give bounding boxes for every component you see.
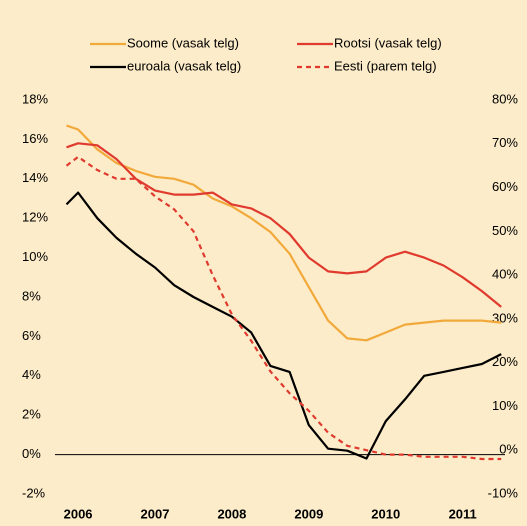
x-tick-label: 2007 (141, 506, 170, 521)
y-tick-label: -2% (22, 485, 46, 500)
y-tick-label: 8% (22, 288, 41, 303)
legend-label: Soome (vasak telg) (127, 35, 239, 50)
y-tick-label: 12% (22, 210, 48, 225)
x-tick-label: 2010 (371, 506, 400, 521)
y-tick-label: 2% (22, 407, 41, 422)
y2-tick-label: 0% (499, 442, 518, 457)
y-tick-label: 10% (22, 249, 48, 264)
y2-tick-label: 50% (492, 223, 518, 238)
x-tick-label: 2008 (217, 506, 246, 521)
x-tick-label: 2009 (294, 506, 323, 521)
y2-tick-label: 10% (492, 398, 518, 413)
y-tick-label: 14% (22, 170, 48, 185)
legend-label: Eesti (parem telg) (334, 58, 437, 73)
y2-tick-label: 70% (492, 135, 518, 150)
y2-tick-label: 40% (492, 267, 518, 282)
y-tick-label: 16% (22, 131, 48, 146)
y2-tick-label: 20% (492, 354, 518, 369)
y2-tick-label: 60% (492, 179, 518, 194)
x-tick-label: 2006 (64, 506, 93, 521)
series-line (66, 124, 502, 342)
series-line (65, 191, 502, 460)
y-tick-label: 0% (22, 446, 41, 461)
y-tick-label: 4% (22, 367, 41, 382)
series-line (66, 142, 502, 308)
y2-tick-label: 80% (492, 91, 518, 106)
legend-label: euroala (vasak telg) (127, 58, 241, 73)
x-tick-label: 2011 (449, 506, 477, 521)
y-tick-label: 6% (22, 328, 41, 343)
y-tick-label: 18% (22, 91, 48, 106)
legend-label: Rootsi (vasak telg) (334, 35, 442, 50)
series-line (65, 155, 502, 461)
y2-tick-label: -10% (488, 485, 519, 500)
